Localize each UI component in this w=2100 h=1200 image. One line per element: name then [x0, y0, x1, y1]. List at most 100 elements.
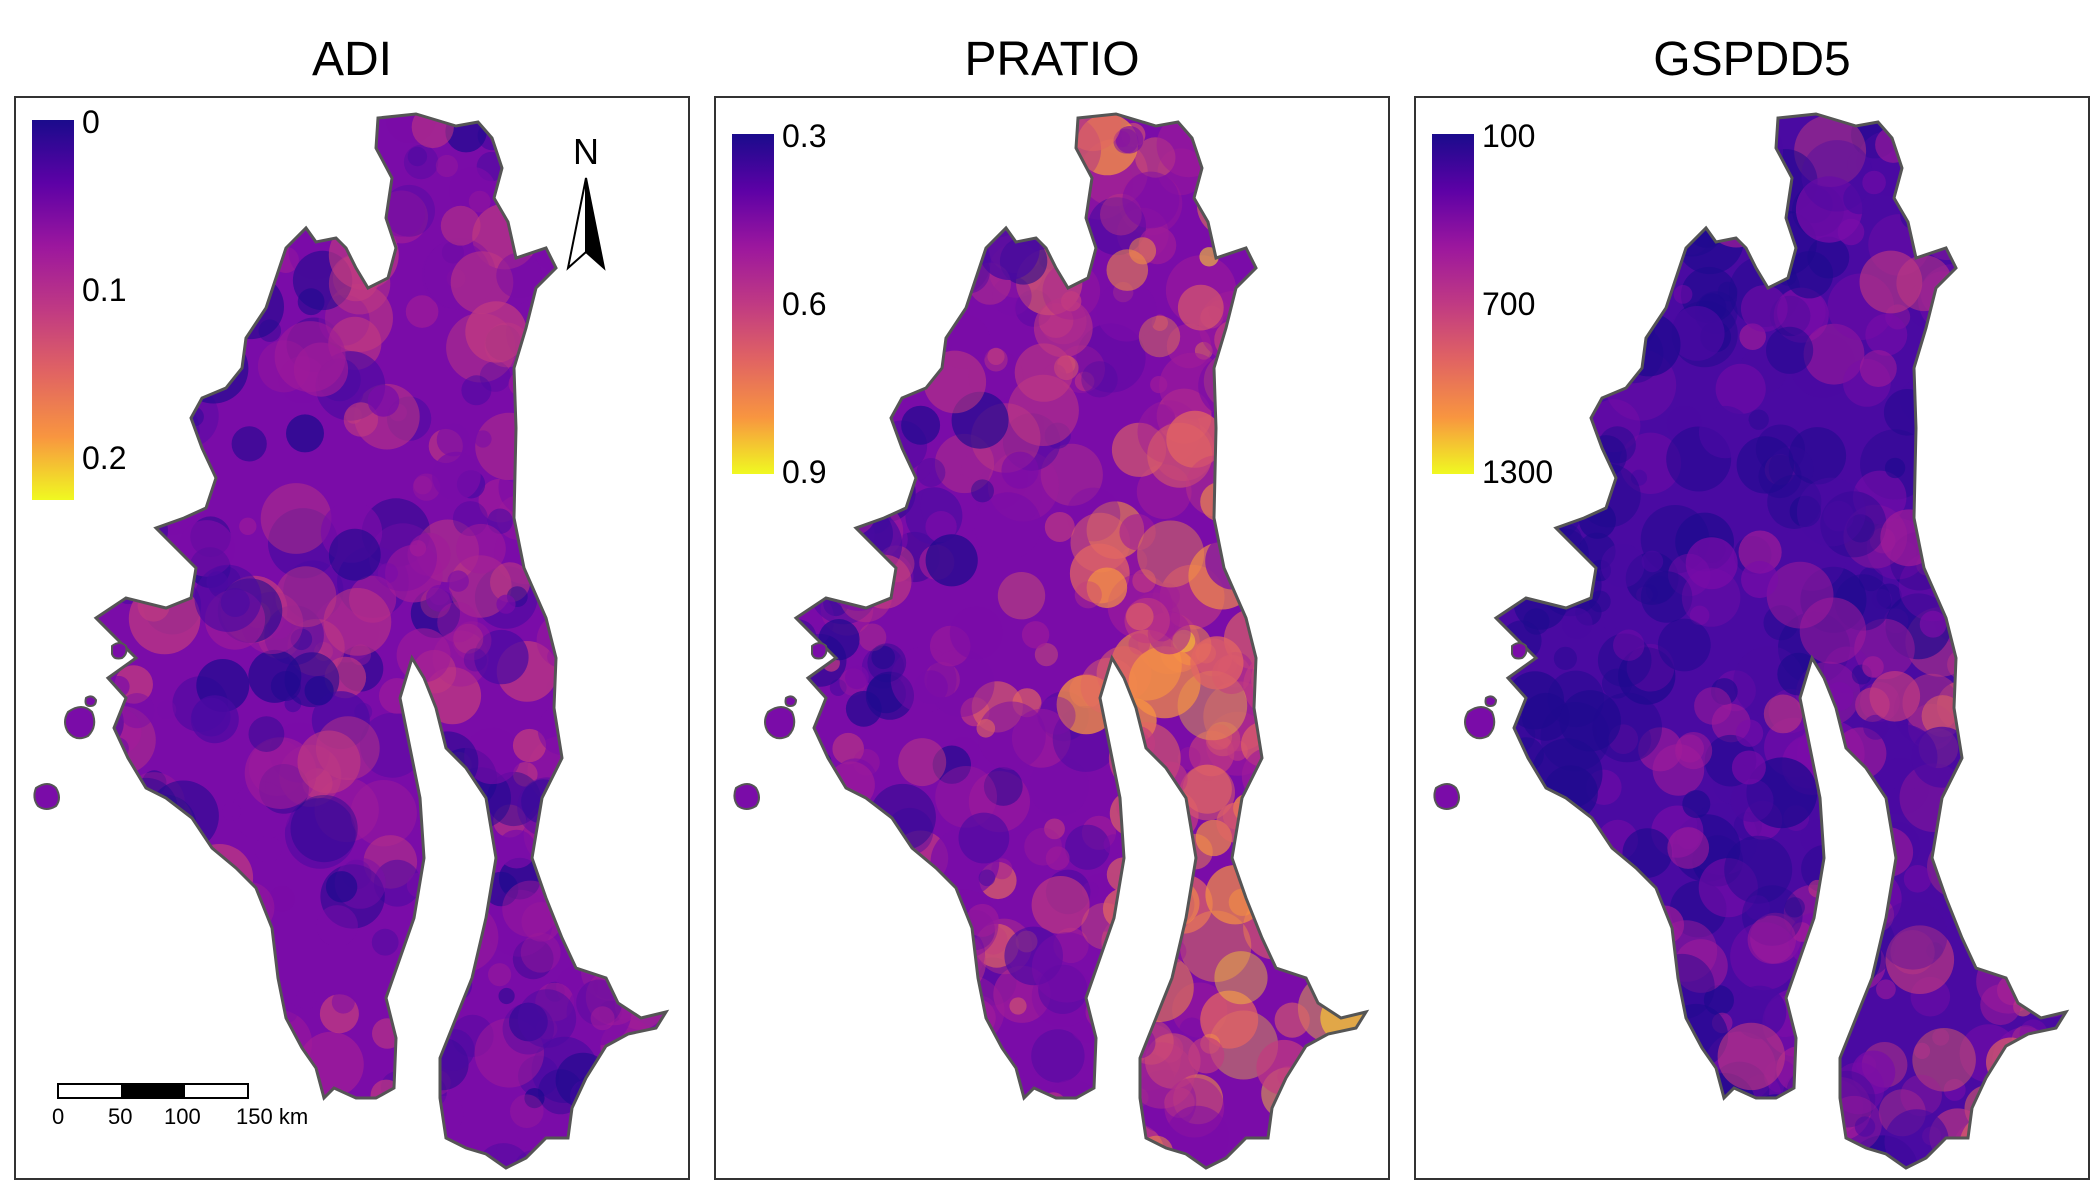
raster-cell — [135, 293, 153, 311]
raster-cell — [1240, 809, 1298, 867]
raster-cell — [1024, 828, 1062, 866]
raster-cell — [69, 541, 129, 601]
raster-cell — [793, 544, 842, 593]
raster-cell — [1081, 361, 1117, 397]
raster-cell — [1491, 509, 1526, 544]
raster-cell — [1640, 1141, 1711, 1178]
raster-cell — [1275, 331, 1325, 381]
raster-cell — [265, 1037, 302, 1074]
raster-cell — [1777, 1115, 1797, 1135]
raster-cell — [1931, 1146, 1961, 1176]
raster-cell — [1219, 437, 1259, 477]
raster-cell — [134, 1139, 162, 1167]
raster-cell — [1271, 152, 1320, 201]
raster-cell — [613, 918, 669, 974]
raster-cell — [592, 1154, 623, 1178]
raster-cell — [1658, 1050, 1688, 1080]
raster-cell — [605, 569, 639, 603]
raster-cell — [560, 781, 600, 821]
raster-cell — [221, 1009, 256, 1044]
island — [786, 696, 797, 706]
raster-cell — [1110, 791, 1156, 837]
raster-cell — [1686, 537, 1738, 589]
raster-cell — [822, 1094, 884, 1156]
raster-cell — [1140, 1136, 1173, 1169]
raster-cell — [1764, 695, 1803, 734]
raster-cell — [605, 602, 630, 627]
raster-cell — [1978, 193, 2036, 251]
raster-cell — [1574, 262, 1615, 303]
raster-cell — [1224, 432, 1269, 477]
raster-cell — [1262, 408, 1291, 437]
raster-cell — [948, 951, 972, 975]
raster-cell — [233, 1027, 282, 1076]
raster-cell — [1313, 1066, 1344, 1097]
raster-cell — [379, 678, 415, 714]
raster-cell — [1233, 1149, 1286, 1178]
raster-cell — [239, 518, 256, 535]
raster-cell — [404, 145, 438, 179]
raster-cell — [1601, 544, 1645, 588]
raster-cell — [474, 430, 491, 447]
raster-cell — [1644, 152, 1674, 182]
raster-cell — [75, 873, 125, 923]
raster-cell — [509, 372, 534, 397]
raster-cell — [607, 653, 656, 702]
raster-cell — [1305, 653, 1322, 670]
raster-cell — [1652, 146, 1681, 175]
raster-cell — [1745, 895, 1770, 920]
raster-cell — [950, 606, 1003, 659]
raster-cell — [1289, 621, 1346, 678]
raster-cell — [174, 858, 228, 912]
raster-cell — [1135, 832, 1181, 878]
raster-cell — [854, 1114, 875, 1135]
raster-cell — [850, 1025, 873, 1048]
raster-cell — [326, 871, 357, 902]
raster-cell — [991, 98, 1062, 156]
raster-cell — [1275, 428, 1308, 461]
raster-cell — [1554, 241, 1612, 299]
raster-cell — [202, 171, 253, 222]
raster-cell — [195, 565, 262, 632]
raster-cell — [831, 1037, 862, 1068]
raster-cell — [136, 917, 189, 970]
raster-cell — [848, 985, 907, 1044]
raster-cell — [778, 525, 829, 576]
raster-cell — [1289, 866, 1336, 913]
raster-cell — [1207, 724, 1233, 750]
raster-cell — [1870, 671, 1921, 722]
raster-cell — [557, 636, 588, 667]
raster-cell — [1502, 413, 1526, 437]
raster-cell — [216, 1003, 284, 1071]
raster-cell — [921, 882, 941, 902]
raster-cell — [785, 494, 823, 532]
raster-cell — [1681, 1094, 1709, 1122]
raster-cell — [155, 849, 187, 881]
raster-cell — [247, 1010, 312, 1075]
raster-cell — [103, 363, 167, 427]
raster-cell — [80, 173, 130, 223]
raster-cell — [1505, 1011, 1546, 1052]
raster-cell — [775, 405, 828, 458]
raster-cell — [182, 862, 206, 886]
raster-cell — [1992, 317, 2011, 336]
raster-cell — [895, 1071, 952, 1128]
raster-cell — [618, 404, 660, 446]
raster-cell — [1748, 1094, 1804, 1150]
raster-cell — [303, 120, 369, 186]
raster-cell — [1935, 354, 1970, 389]
raster-cell — [1746, 1130, 1790, 1174]
raster-cell — [1734, 1134, 1795, 1178]
raster-cell — [1961, 365, 1996, 400]
raster-cell — [1989, 309, 2035, 355]
raster-cell — [1602, 612, 1620, 630]
raster-cell — [1537, 258, 1585, 306]
raster-cell — [1266, 98, 1336, 159]
raster-cell — [1065, 825, 1110, 870]
raster-cell — [591, 1006, 615, 1030]
raster-cell — [568, 474, 605, 511]
raster-cell — [376, 1097, 433, 1154]
raster-cell — [360, 214, 376, 230]
raster-cell — [2022, 133, 2069, 180]
raster-cell — [1695, 115, 1722, 142]
